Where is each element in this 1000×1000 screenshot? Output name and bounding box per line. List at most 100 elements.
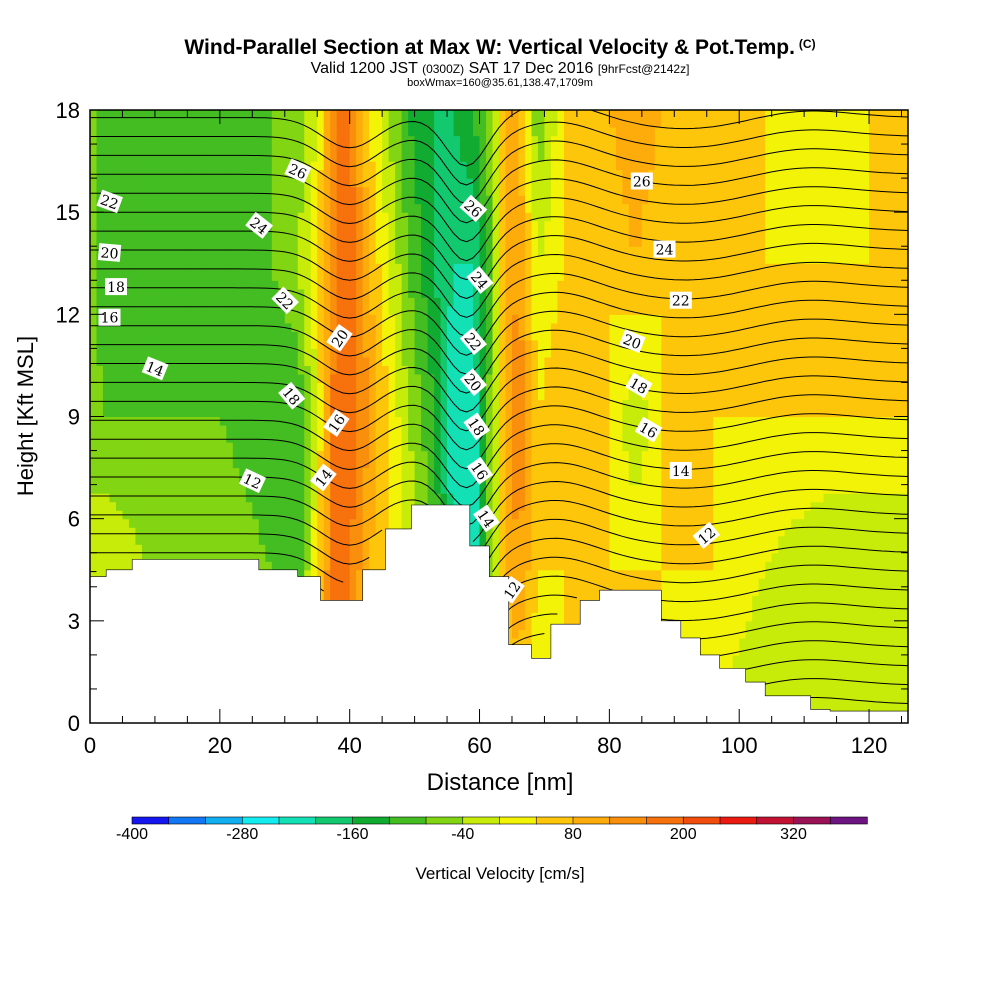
field-cell — [180, 467, 188, 477]
field-cell — [304, 297, 312, 307]
field-cell — [128, 382, 137, 392]
field-cell — [200, 518, 208, 528]
field-cell — [492, 510, 500, 520]
field-cell — [304, 510, 312, 520]
field-cell — [102, 425, 111, 435]
field-cell — [518, 467, 526, 477]
field-cell — [245, 390, 253, 401]
valid-utc: (0300Z) — [422, 62, 465, 76]
field-cell — [141, 544, 150, 554]
field-cell — [258, 161, 266, 171]
field-cell — [427, 467, 435, 477]
field-cell — [226, 229, 234, 239]
field-cell — [265, 365, 273, 375]
field-cell — [505, 212, 513, 222]
field-cell — [323, 280, 331, 290]
field-cell — [122, 271, 130, 281]
field-cell — [382, 271, 390, 281]
field-cell — [96, 348, 104, 358]
field-cell — [109, 229, 117, 239]
field-cell — [154, 450, 163, 460]
field-cell — [375, 314, 383, 324]
field-cell — [135, 135, 143, 145]
field-cell — [226, 186, 234, 196]
field-cell — [349, 476, 357, 486]
field-cell — [206, 518, 214, 528]
field-cell — [336, 212, 344, 222]
field-cell — [128, 246, 137, 256]
field-cell — [232, 459, 240, 469]
field-cell — [122, 331, 130, 341]
field-cell — [421, 263, 429, 273]
field-cell — [271, 382, 279, 392]
field-cell — [336, 535, 344, 545]
field-cell — [537, 569, 546, 579]
field-cell — [505, 493, 513, 503]
field-cell — [473, 135, 481, 145]
field-cell — [252, 254, 260, 264]
field-cell — [174, 263, 182, 273]
field-cell — [213, 544, 221, 554]
field-cell — [90, 305, 98, 315]
field-cell — [252, 518, 260, 528]
field-cell — [349, 110, 357, 120]
field-cell — [96, 476, 104, 486]
field-cell — [531, 314, 539, 324]
field-cell — [232, 271, 240, 281]
field-cell — [524, 459, 533, 469]
field-cell — [226, 118, 234, 128]
field-cell — [141, 527, 150, 537]
field-cell — [369, 127, 377, 137]
field-cell — [511, 186, 520, 196]
field-cell — [486, 229, 494, 239]
field-cell — [200, 544, 208, 554]
field-cell — [382, 459, 390, 469]
field-cell — [460, 263, 468, 273]
field-cell — [102, 518, 111, 528]
field-cell — [362, 254, 370, 264]
field-cell — [226, 484, 234, 494]
field-cell — [193, 110, 201, 120]
field-cell — [479, 212, 487, 222]
field-cell — [511, 305, 520, 315]
field-cell — [219, 220, 227, 230]
field-cell — [148, 518, 156, 528]
field-cell — [187, 178, 195, 188]
field-cell — [284, 314, 292, 324]
field-cell — [336, 586, 344, 596]
field-cell — [395, 450, 403, 460]
field-cell — [96, 552, 104, 562]
field-cell — [128, 178, 137, 188]
field-cell — [330, 399, 338, 409]
field-cell — [466, 118, 474, 128]
field-cell — [349, 578, 357, 588]
field-cell — [466, 144, 474, 154]
field-cell — [310, 416, 318, 426]
field-cell — [486, 135, 494, 145]
field-cell — [408, 399, 416, 409]
field-cell — [382, 382, 390, 392]
field-cell — [427, 399, 435, 409]
field-cell — [369, 552, 377, 562]
field-cell — [109, 118, 117, 128]
field-cell — [271, 467, 279, 477]
field-cell — [291, 416, 299, 426]
field-cell — [232, 203, 240, 213]
field-cell — [161, 356, 169, 367]
field-cell — [388, 348, 396, 358]
field-cell — [232, 195, 240, 205]
field-cell — [278, 442, 286, 452]
field-cell — [232, 178, 240, 188]
field-cell — [200, 110, 208, 120]
field-cell — [421, 178, 429, 188]
field-cell — [232, 501, 240, 511]
field-cell — [466, 229, 474, 239]
field-cell — [395, 390, 403, 401]
field-cell — [245, 527, 253, 537]
field-cell — [375, 450, 383, 460]
field-cell — [219, 186, 227, 196]
field-cell — [219, 416, 227, 426]
field-cell — [219, 390, 227, 401]
field-cell — [349, 425, 357, 435]
field-cell — [174, 220, 182, 230]
